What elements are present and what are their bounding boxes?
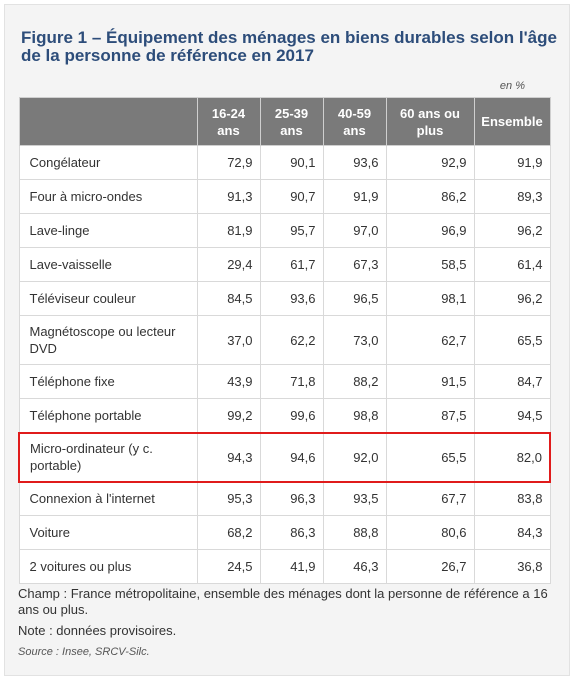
cell-value: 91,9	[473, 145, 551, 180]
cell-value: 96,5	[322, 281, 387, 316]
row-label: Lave-linge	[18, 213, 198, 248]
cell-value: 99,2	[196, 398, 261, 433]
figure-notes: Champ : France métropolitaine, ensemble …	[18, 586, 553, 665]
cell-value: 29,4	[196, 247, 261, 282]
row-label: 2 voitures ou plus	[18, 549, 198, 584]
table-row: Congélateur 72,9 90,1 93,6 92,9 91,9	[18, 145, 551, 180]
cell-value: 84,7	[473, 364, 551, 399]
cell-value: 61,7	[259, 247, 324, 282]
cell-value: 91,5	[385, 364, 475, 399]
unit-label: en %	[499, 80, 525, 92]
cell-value: 84,5	[196, 281, 261, 316]
table-row: Téléviseur couleur 84,5 93,6 96,5 98,1 9…	[18, 281, 551, 316]
cell-value: 97,0	[322, 213, 387, 248]
header-25-39: 25-39 ans	[259, 97, 324, 146]
row-label: Téléviseur couleur	[18, 281, 198, 316]
table-row: Téléphone fixe 43,9 71,8 88,2 91,5 84,7	[18, 364, 551, 399]
provisional-note: Note : données provisoires.	[18, 623, 177, 638]
row-label: Voiture	[18, 515, 198, 550]
cell-value: 96,2	[473, 281, 551, 316]
cell-value: 91,3	[196, 179, 261, 214]
table-row: Téléphone portable 99,2 99,6 98,8 87,5 9…	[18, 398, 551, 433]
row-label: Magnétoscope ou lecteur DVD	[18, 315, 198, 365]
cell-value: 86,3	[259, 515, 324, 550]
cell-value: 83,8	[473, 481, 551, 516]
table-row: Lave-vaisselle 29,4 61,7 67,3 58,5 61,4	[18, 247, 551, 282]
cell-value: 90,7	[259, 179, 324, 214]
highlighted-table-row: Micro-ordinateur (y c. portable) 94,3 94…	[18, 431, 551, 483]
scope-note: Champ : France métropolitaine, ensemble …	[18, 586, 548, 617]
cell-value: 36,8	[473, 549, 551, 584]
cell-value: 99,6	[259, 398, 324, 433]
cell-value: 82,0	[473, 431, 551, 483]
cell-value: 93,5	[322, 481, 387, 516]
cell-value: 67,3	[322, 247, 387, 282]
cell-value: 94,6	[259, 431, 324, 483]
cell-value: 94,3	[196, 431, 261, 483]
cell-value: 88,2	[322, 364, 387, 399]
header-ensemble: Ensemble	[473, 97, 551, 146]
cell-value: 86,2	[385, 179, 475, 214]
cell-value: 62,2	[259, 315, 324, 365]
row-label: Téléphone fixe	[18, 364, 198, 399]
cell-value: 89,3	[473, 179, 551, 214]
header-row: 16-24 ans 25-39 ans 40-59 ans 60 ans ou …	[18, 97, 551, 146]
equipment-table: 16-24 ans 25-39 ans 40-59 ans 60 ans ou …	[18, 97, 551, 584]
header-label-column	[18, 97, 198, 146]
cell-value: 41,9	[259, 549, 324, 584]
header-16-24: 16-24 ans	[196, 97, 261, 146]
cell-value: 96,9	[385, 213, 475, 248]
row-label: Congélateur	[18, 145, 198, 180]
row-label: Lave-vaisselle	[18, 247, 198, 282]
cell-value: 84,3	[473, 515, 551, 550]
cell-value: 62,7	[385, 315, 475, 365]
cell-value: 92,0	[322, 431, 387, 483]
cell-value: 73,0	[322, 315, 387, 365]
cell-value: 61,4	[473, 247, 551, 282]
cell-value: 96,3	[259, 481, 324, 516]
header-40-59: 40-59 ans	[322, 97, 387, 146]
cell-value: 92,9	[385, 145, 475, 180]
cell-value: 67,7	[385, 481, 475, 516]
cell-value: 37,0	[196, 315, 261, 365]
row-label: Four à micro-ondes	[18, 179, 198, 214]
cell-value: 46,3	[322, 549, 387, 584]
cell-value: 94,5	[473, 398, 551, 433]
cell-value: 68,2	[196, 515, 261, 550]
cell-value: 96,2	[473, 213, 551, 248]
table-row: Magnétoscope ou lecteur DVD 37,0 62,2 73…	[18, 315, 551, 365]
cell-value: 58,5	[385, 247, 475, 282]
cell-value: 65,5	[385, 431, 475, 483]
cell-value: 98,8	[322, 398, 387, 433]
cell-value: 95,7	[259, 213, 324, 248]
cell-value: 87,5	[385, 398, 475, 433]
cell-value: 71,8	[259, 364, 324, 399]
cell-value: 93,6	[322, 145, 387, 180]
cell-value: 93,6	[259, 281, 324, 316]
table-row: Lave-linge 81,9 95,7 97,0 96,9 96,2	[18, 213, 551, 248]
cell-value: 65,5	[473, 315, 551, 365]
cell-value: 43,9	[196, 364, 261, 399]
cell-value: 80,6	[385, 515, 475, 550]
cell-value: 91,9	[322, 179, 387, 214]
cell-value: 72,9	[196, 145, 261, 180]
cell-value: 26,7	[385, 549, 475, 584]
table-row: Voiture 68,2 86,3 88,8 80,6 84,3	[18, 515, 551, 550]
source-note: Source : Insee, SRCV-Silc.	[18, 646, 150, 658]
cell-value: 24,5	[196, 549, 261, 584]
header-60-plus: 60 ans ou plus	[385, 97, 475, 146]
cell-value: 98,1	[385, 281, 475, 316]
row-label: Micro-ordinateur (y c. portable)	[18, 431, 198, 483]
cell-value: 90,1	[259, 145, 324, 180]
cell-value: 95,3	[196, 481, 261, 516]
cell-value: 88,8	[322, 515, 387, 550]
table-row: Four à micro-ondes 91,3 90,7 91,9 86,2 8…	[18, 179, 551, 214]
figure-title: Figure 1 – Équipement des ménages en bie…	[21, 28, 557, 65]
row-label: Connexion à l'internet	[18, 481, 198, 516]
table-row: Connexion à l'internet 95,3 96,3 93,5 67…	[18, 481, 551, 516]
cell-value: 81,9	[196, 213, 261, 248]
row-label: Téléphone portable	[18, 398, 198, 433]
table-row: 2 voitures ou plus 24,5 41,9 46,3 26,7 3…	[18, 549, 551, 584]
